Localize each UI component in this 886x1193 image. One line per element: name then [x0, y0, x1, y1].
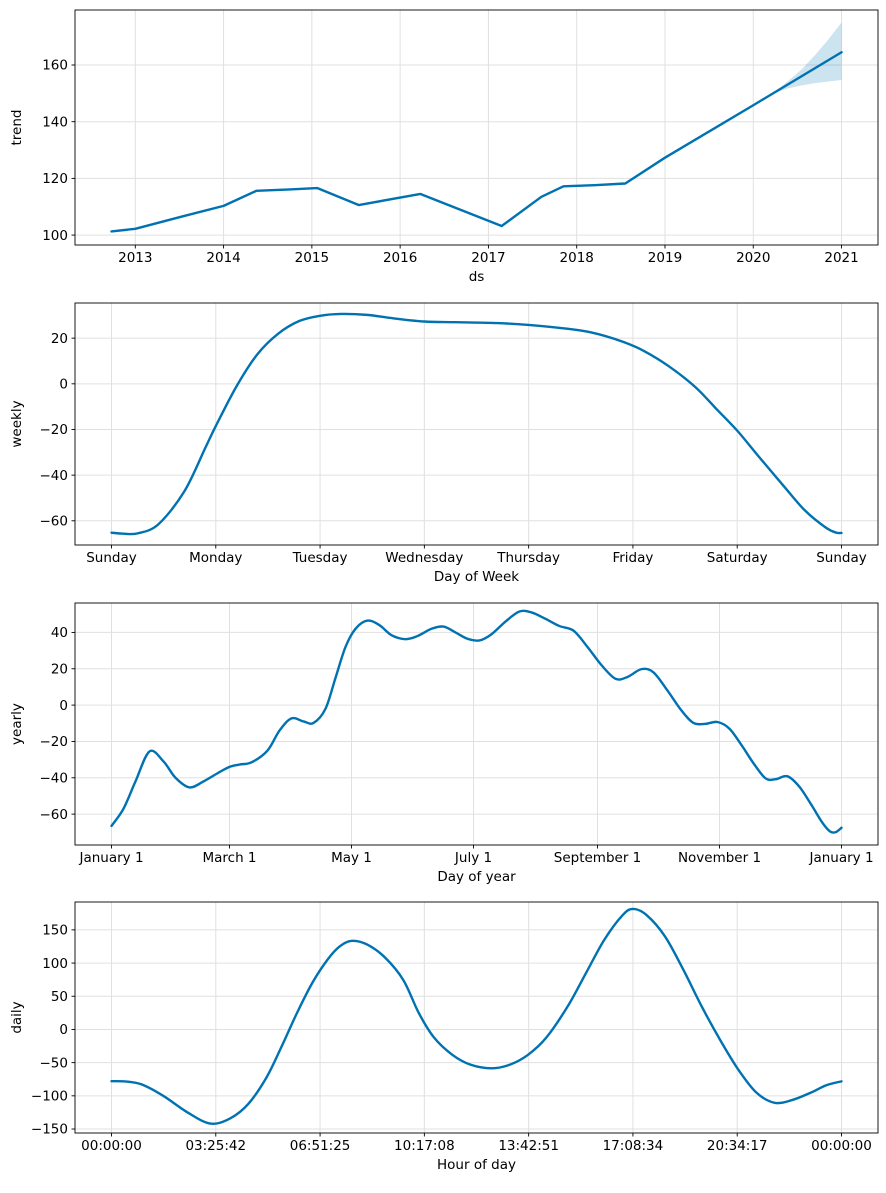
trend-curve	[110, 51, 843, 233]
x-tick-label-daily-7: 00:00:00	[811, 1138, 872, 1154]
x-tick-label-weekly-1: Monday	[189, 550, 242, 566]
x-tick-label-weekly-4: Thursday	[496, 550, 560, 566]
x-tick-label-trend-5: 2018	[560, 250, 594, 266]
y-tick-label-trend-0: 100	[42, 228, 68, 244]
x-tick-label-weekly-7: Sunday	[816, 550, 867, 566]
y-axis-label-trend: trend	[9, 110, 25, 146]
x-tick-label-trend-6: 2019	[648, 250, 682, 266]
subplot-yearly: January 1 March 1 May 1 July 1 September 1 No…	[9, 602, 879, 885]
y-tick-label-yearly-5: 40	[51, 625, 68, 641]
weekly-curve	[110, 312, 843, 536]
y-tick-label-daily-3: 0	[59, 1022, 68, 1038]
y-tick-label-trend-3: 160	[42, 58, 68, 74]
x-tick-label-daily-1: 03:25:42	[185, 1138, 246, 1154]
x-tick-label-yearly-5: November 1	[678, 850, 761, 866]
y-tick-label-daily-6: 150	[42, 923, 68, 939]
y-tick-label-weekly-3: 0	[59, 377, 68, 393]
x-tick-label-yearly-3: July 1	[454, 850, 492, 866]
x-tick-label-daily-0: 00:00:00	[81, 1138, 142, 1154]
axes-box	[74, 602, 879, 846]
x-tick-label-yearly-2: May 1	[331, 850, 372, 866]
x-tick-label-weekly-5: Friday	[612, 550, 653, 566]
x-tick-label-trend-8: 2021	[824, 250, 858, 266]
x-tick-label-yearly-0: January 1	[78, 850, 143, 866]
x-axis-label-yearly: Day of year	[437, 869, 516, 885]
axes-box	[74, 901, 879, 1134]
x-tick-label-trend-3: 2016	[383, 250, 417, 266]
y-tick-label-weekly-2: −20	[40, 422, 69, 438]
x-tick-label-daily-6: 20:34:17	[707, 1138, 768, 1154]
x-tick-label-daily-2: 06:51:25	[290, 1138, 351, 1154]
y-tick-label-daily-1: −100	[31, 1089, 68, 1105]
x-tick-label-weekly-2: Tuesday	[292, 550, 348, 566]
x-tick-label-trend-1: 2014	[206, 250, 240, 266]
x-tick-label-trend-0: 2013	[118, 250, 152, 266]
daily-curve	[110, 907, 843, 1125]
y-tick-label-yearly-1: −40	[40, 770, 69, 786]
y-axis-label-daily: daily	[9, 1001, 25, 1033]
x-tick-label-yearly-4: September 1	[554, 850, 642, 866]
subplot-weekly: Sunday Monday Tuesday Wednesday Thursday Frid…	[9, 302, 879, 585]
y-tick-label-yearly-2: −20	[40, 734, 69, 750]
x-tick-label-daily-5: 17:08:34	[603, 1138, 664, 1154]
axes-box	[74, 302, 879, 546]
y-tick-label-trend-1: 120	[42, 171, 68, 187]
y-tick-label-daily-2: −50	[40, 1055, 69, 1071]
y-tick-label-yearly-3: 0	[59, 698, 68, 714]
y-axis-label-weekly: weekly	[9, 400, 25, 447]
y-tick-label-daily-4: 50	[51, 989, 68, 1005]
y-tick-label-weekly-0: −60	[40, 514, 69, 530]
x-tick-label-yearly-1: March 1	[202, 850, 256, 866]
y-tick-label-weekly-4: 20	[51, 331, 68, 347]
x-axis-label-daily: Hour of day	[437, 1157, 516, 1173]
x-tick-label-weekly-0: Sunday	[86, 550, 137, 566]
subplot-trend: 2013 2014 2015 2016 2017 2018 2019 2020 2021 100 1…	[9, 9, 879, 285]
x-tick-label-weekly-6: Saturday	[707, 550, 768, 566]
yearly-curve	[110, 609, 843, 834]
y-tick-label-yearly-0: −60	[40, 807, 69, 823]
y-axis-label-yearly: yearly	[9, 703, 25, 745]
y-tick-label-daily-5: 100	[42, 956, 68, 972]
x-tick-label-yearly-6: January 1	[808, 850, 873, 866]
y-tick-label-weekly-1: −40	[40, 468, 69, 484]
x-tick-label-daily-4: 13:42:51	[498, 1138, 559, 1154]
subplot-daily: 00:00:00 03:25:42 06:51:25 10:17:08 13:42:51…	[9, 901, 879, 1173]
x-tick-label-trend-4: 2017	[471, 250, 505, 266]
x-tick-label-trend-2: 2015	[295, 250, 329, 266]
x-axis-label-trend: ds	[469, 269, 485, 285]
y-tick-label-yearly-4: 20	[51, 661, 68, 677]
uncertainty-band	[775, 22, 842, 93]
y-tick-label-trend-2: 140	[42, 114, 68, 130]
y-tick-label-daily-0: −150	[31, 1122, 68, 1138]
x-axis-label-weekly: Day of Week	[434, 569, 519, 585]
x-tick-label-daily-3: 10:17:08	[394, 1138, 455, 1154]
x-tick-label-trend-7: 2020	[736, 250, 770, 266]
axes-box	[74, 9, 879, 246]
x-tick-label-weekly-3: Wednesday	[385, 550, 463, 566]
